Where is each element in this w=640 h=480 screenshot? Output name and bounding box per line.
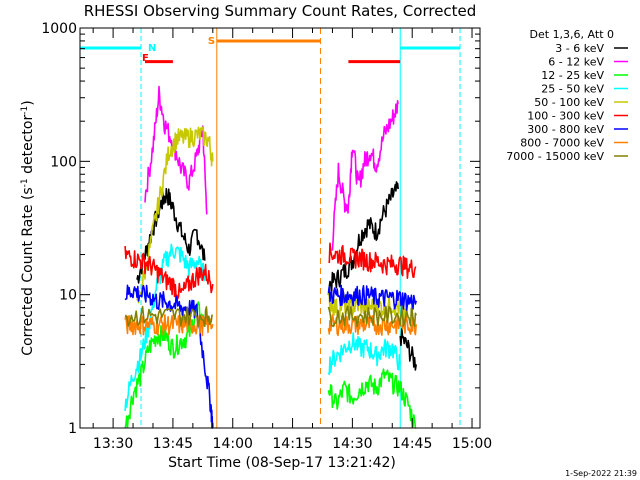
y-axis-label-end: ) (20, 100, 36, 105)
series-3 (124, 243, 401, 411)
series-6 (124, 284, 417, 429)
annotation-label-s: S (208, 36, 215, 47)
y-tick-label-2: 100 (50, 154, 77, 170)
series-5 (124, 242, 417, 300)
series-8 (124, 305, 417, 328)
series-line-3-0 (124, 243, 206, 411)
legend-label-6: 300 - 800 keV (527, 123, 604, 136)
series-2 (124, 301, 417, 429)
series-line-6-0 (124, 284, 214, 429)
legend-label-0: 3 - 6 keV (555, 42, 604, 55)
legend-label-7: 800 - 7000 keV (520, 137, 604, 150)
series-line-0-1 (327, 181, 399, 296)
x-tick-label-2: 14:00 (213, 436, 253, 452)
series-line-4-0 (136, 126, 214, 304)
series-line-6-1 (327, 284, 417, 312)
y-axis-label-sup2: -1 (20, 106, 30, 115)
y-axis-label-main: Corrected Count Rate (s (20, 187, 36, 355)
annotation-label-n: N (148, 43, 156, 54)
x-tick-label-5: 14:45 (392, 436, 432, 452)
axis-layer: 13:30 13:45 14:00 14:15 14:30 14:45 15:00 1 10 10… (41, 21, 492, 452)
series-line-1-1 (331, 100, 399, 251)
series-line-3-1 (327, 332, 401, 376)
series-line-0-2 (399, 327, 417, 371)
legend-title: Det 1,3,6, Att 0 (530, 28, 614, 41)
annotation-label-f: F (142, 53, 149, 64)
series-line-2-0 (124, 301, 206, 429)
series-line-7-1 (327, 314, 417, 337)
x-tick-label-3: 14:15 (272, 436, 312, 452)
plot-frame (79, 27, 481, 429)
series-line-8-1 (327, 305, 417, 328)
x-tick-label-4: 14:30 (332, 436, 372, 452)
legend-label-5: 100 - 300 keV (527, 110, 604, 123)
series-line-2-1 (327, 368, 417, 429)
x-axis-label: Start Time (08-Sep-17 13:21:42) (168, 455, 396, 471)
legend-label-3: 25 - 50 keV (541, 83, 604, 96)
legend-label-2: 12 - 25 keV (541, 69, 604, 82)
y-tick-label-1: 10 (59, 288, 77, 304)
annotation-layer: NF S (80, 28, 461, 428)
legend-label-8: 7000 - 15000 keV (506, 150, 604, 163)
series-line-8-0 (124, 305, 213, 328)
y-tick-label-0: 1 (68, 421, 77, 437)
chart-title: RHESSI Observing Summary Count Rates, Co… (84, 2, 477, 20)
x-tick-label-6: 15:00 (452, 436, 492, 452)
x-tick-label-0: 13:30 (93, 436, 133, 452)
series-line-5-0 (124, 246, 214, 300)
legend-label-4: 50 - 100 keV (534, 96, 604, 109)
series-layer (124, 85, 417, 429)
y-axis-label-sup1: -1 (20, 178, 30, 187)
footer-timestamp: 1-Sep-2022 21:39 (565, 469, 637, 478)
x-tick-label-1: 13:45 (153, 436, 193, 452)
series-line-5-1 (328, 242, 417, 280)
y-tick-label-3: 1000 (41, 21, 77, 37)
y-axis-label: Corrected Count Rate (s-1 detector-1) (20, 100, 36, 355)
y-axis-label-mid: detector (20, 115, 36, 179)
legend-label-1: 6 - 12 keV (548, 56, 604, 69)
